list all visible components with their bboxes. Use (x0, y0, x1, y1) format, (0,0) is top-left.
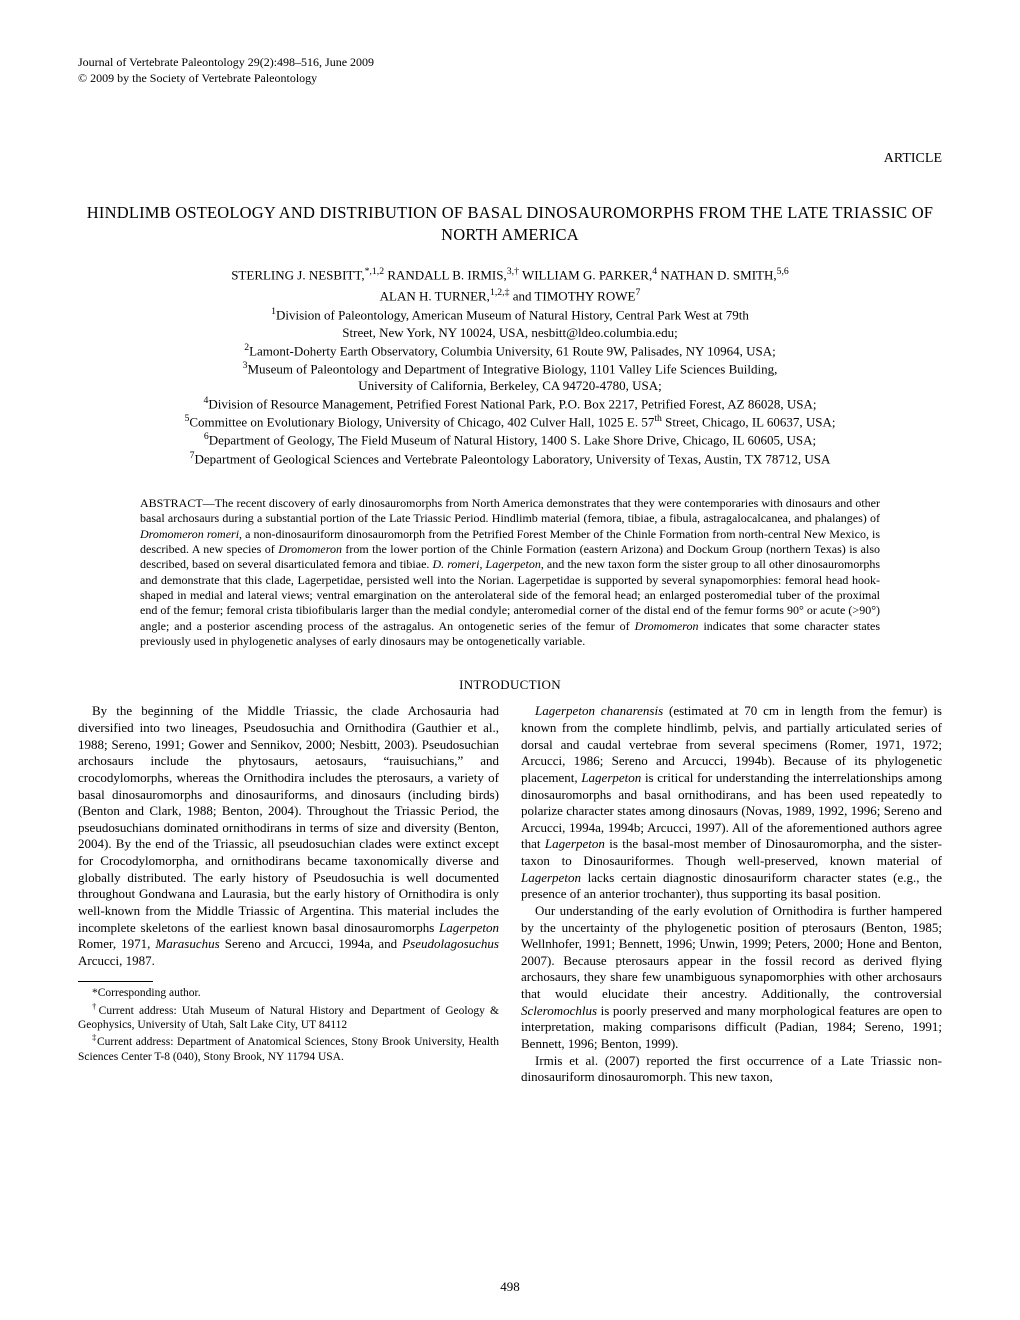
article-title: HINDLIMB OSTEOLOGY AND DISTRIBUTION OF B… (78, 202, 942, 247)
page-number: 498 (0, 1279, 1020, 1295)
intro-paragraph-2: Lagerpeton chanarensis (estimated at 70 … (521, 703, 942, 903)
copyright-line: © 2009 by the Society of Vertebrate Pale… (78, 71, 942, 87)
footnote-rule (78, 981, 153, 982)
authors-line-2: ALAN H. TURNER,1,2,‡ and TIMOTHY ROWE7 (78, 286, 942, 305)
column-left: By the beginning of the Middle Triassic,… (78, 703, 499, 1085)
section-heading-introduction: INTRODUCTION (78, 677, 942, 693)
intro-paragraph-3: Our understanding of the early evolution… (521, 903, 942, 1053)
abstract: ABSTRACT—The recent discovery of early d… (140, 496, 880, 650)
footnote-corresponding: *Corresponding author. (78, 986, 499, 1000)
intro-paragraph-4: Irmis et al. (2007) reported the first o… (521, 1053, 942, 1086)
body-columns: By the beginning of the Middle Triassic,… (78, 703, 942, 1085)
footnote-ddagger: ‡Current address: Department of Anatomic… (78, 1032, 499, 1064)
intro-paragraph-1: By the beginning of the Middle Triassic,… (78, 703, 499, 969)
footnote-dagger: †Current address: Utah Museum of Natural… (78, 1001, 499, 1033)
article-type-label: ARTICLE (78, 151, 942, 167)
journal-page: Journal of Vertebrate Paleontology 29(2)… (0, 0, 1020, 1320)
affiliations: 1Division of Paleontology, American Muse… (78, 306, 942, 467)
journal-citation: Journal of Vertebrate Paleontology 29(2)… (78, 55, 942, 71)
column-right: Lagerpeton chanarensis (estimated at 70 … (521, 703, 942, 1085)
authors-line-1: STERLING J. NESBITT,*,1,2 RANDALL B. IRM… (78, 265, 942, 284)
